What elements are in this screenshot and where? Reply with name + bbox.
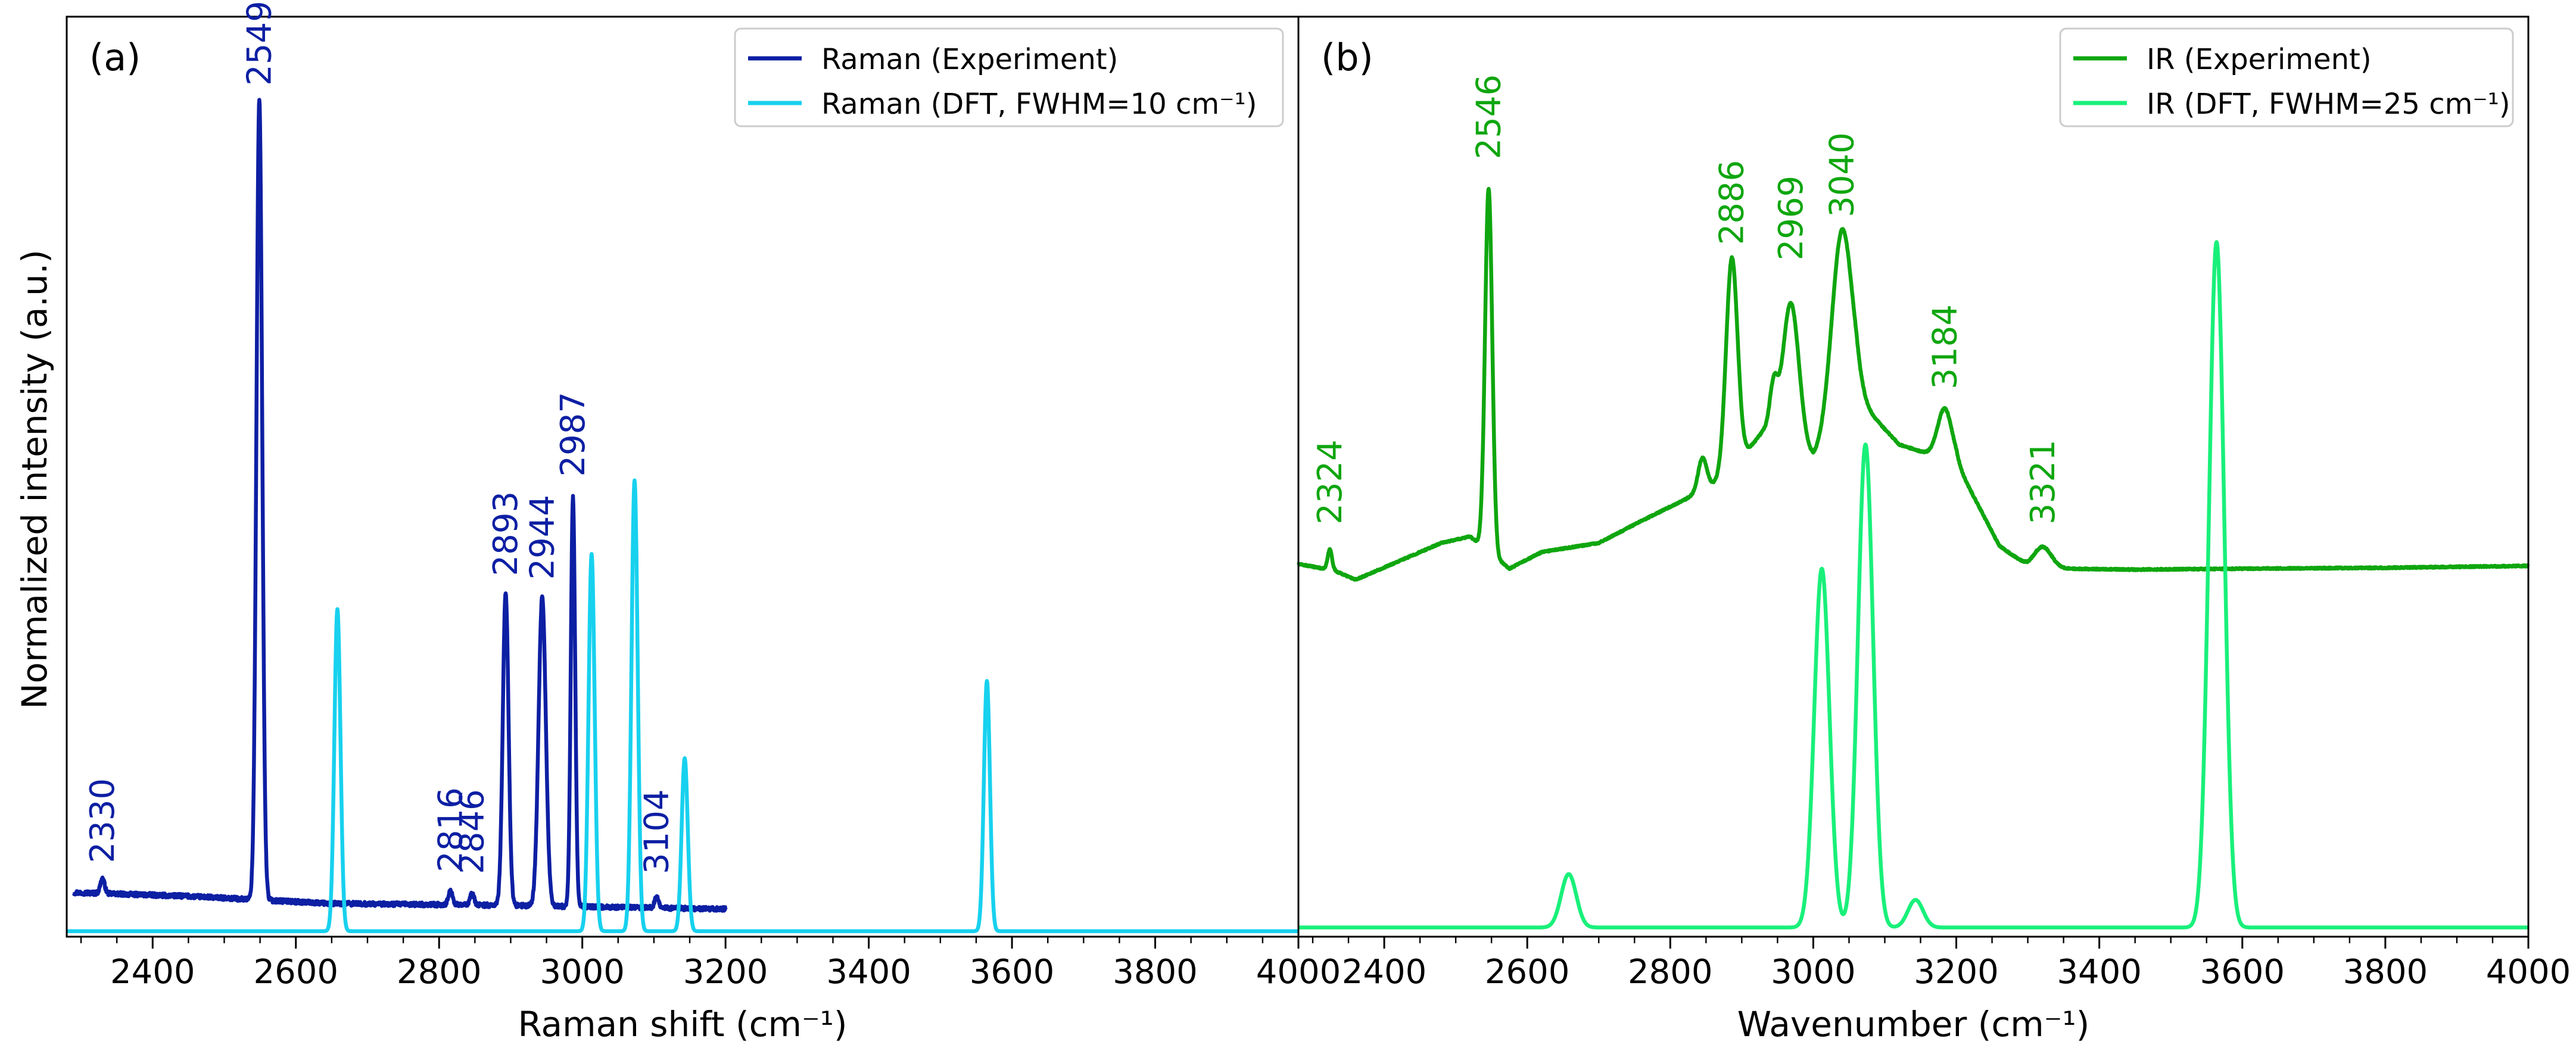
x-tick-label: 2600 — [253, 953, 338, 991]
legend: IR (Experiment) IR (DFT, FWHM=25 cm⁻¹) — [2059, 27, 2514, 127]
x-tick-label: 3600 — [970, 953, 1055, 991]
peak-label: 2846 — [453, 789, 492, 874]
peak-label: 2944 — [523, 495, 562, 580]
x-axis-label: Wavenumber (cm⁻¹) — [1737, 1004, 2090, 1044]
panel-label: (a) — [89, 36, 141, 79]
legend: Raman (Experiment) Raman (DFT, FWHM=10 cm… — [734, 27, 1284, 127]
legend-label-2: IR (DFT, FWHM=25 cm⁻¹) — [2147, 88, 2510, 121]
peak-label: 2886 — [1713, 160, 1752, 245]
x-tick-label: 3000 — [1771, 953, 1856, 991]
peak-label: 3321 — [2024, 439, 2063, 525]
plot-frame — [1297, 15, 2530, 938]
x-tick-label: 2800 — [397, 953, 482, 991]
x-tick-label: 2800 — [1628, 953, 1713, 991]
y-axis-label: Normalized intensity (a.u.) — [14, 250, 55, 709]
peak-label: 3040 — [1823, 132, 1861, 217]
legend-box — [734, 27, 1284, 127]
series-line-2 — [65, 478, 1300, 933]
x-tick-label: 3600 — [2200, 953, 2285, 991]
x-tick-label: 4000 — [2486, 953, 2571, 991]
peak-label: 3184 — [1926, 304, 1964, 389]
series-line-1 — [72, 98, 728, 913]
series-line-2 — [1297, 240, 2530, 930]
x-tick-label: 3800 — [2343, 953, 2428, 991]
peak-label: 2893 — [487, 491, 525, 576]
peak-label: 2816 — [431, 787, 470, 872]
peak-label: 2549 — [240, 1, 279, 86]
panel-label: (b) — [1321, 36, 1373, 79]
x-tick-label: 2600 — [1485, 953, 1570, 991]
peak-label: 2987 — [554, 392, 593, 477]
peak-label: 2546 — [1469, 74, 1508, 160]
x-tick-label: 3200 — [1914, 953, 1999, 991]
x-axis-label: Raman shift (cm⁻¹) — [518, 1004, 848, 1044]
ir-panel: 2400 2600 2800 3000 3200 3400 3600 3800 4000 Wave… — [1297, 15, 2571, 1044]
x-tick-label: 3800 — [1113, 953, 1198, 991]
x-tick-label: 2400 — [1342, 953, 1427, 991]
legend-label-1: IR (Experiment) — [2147, 43, 2372, 76]
peak-label: 3104 — [638, 789, 677, 874]
x-tick-label: 3200 — [683, 953, 768, 991]
x-tick-label: 3400 — [2057, 953, 2142, 991]
peak-label: 2330 — [83, 778, 122, 863]
x-tick-label: 3000 — [540, 953, 625, 991]
legend-label-2: Raman (DFT, FWHM=10 cm⁻¹) — [821, 88, 1257, 121]
legend-box — [2059, 27, 2514, 127]
raman-panel: 2400 2600 2800 3000 3200 3400 3600 3800 4000 Rama… — [65, 1, 1341, 1044]
peak-label: 2324 — [1311, 439, 1350, 525]
peak-label: 2969 — [1772, 176, 1811, 261]
x-tick-label: 3400 — [826, 953, 911, 991]
x-tick-label: 4000 — [1256, 953, 1341, 991]
series-line-1 — [1297, 186, 2530, 582]
x-tick-label: 2400 — [110, 953, 195, 991]
legend-label-1: Raman (Experiment) — [821, 43, 1118, 76]
